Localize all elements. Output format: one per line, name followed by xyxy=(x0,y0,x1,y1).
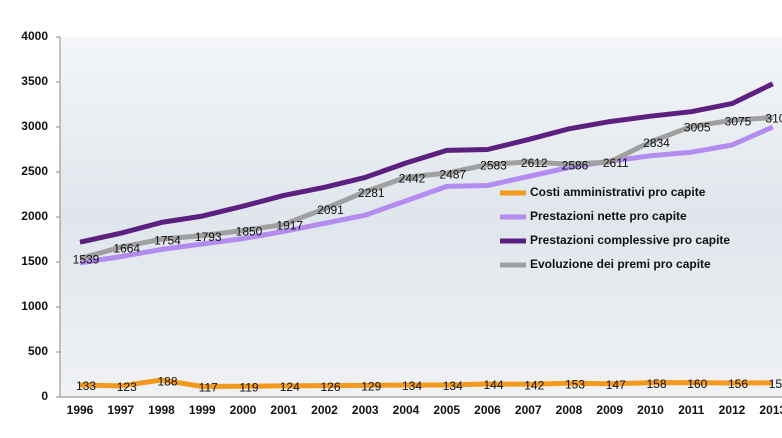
data-label: 156 xyxy=(728,377,748,391)
data-label: 133 xyxy=(76,379,96,393)
data-label: 158 xyxy=(646,377,666,391)
x-tick-label: 1999 xyxy=(189,403,216,417)
data-label: 3075 xyxy=(725,114,752,128)
data-label: 2612 xyxy=(521,156,548,170)
data-label: 2487 xyxy=(439,167,466,181)
data-label: 1754 xyxy=(154,233,181,247)
y-tick-label: 1000 xyxy=(21,299,48,313)
x-tick-label: 2005 xyxy=(433,403,460,417)
data-label: 147 xyxy=(606,378,626,392)
x-tick-label: 2004 xyxy=(393,403,420,417)
x-tick-label: 2008 xyxy=(556,403,583,417)
x-tick-label: 1997 xyxy=(107,403,134,417)
data-label: 2834 xyxy=(643,136,670,150)
data-label: 3105 xyxy=(765,112,782,126)
y-tick-label: 4000 xyxy=(21,29,48,43)
x-tick-label: 1996 xyxy=(67,403,94,417)
data-label: 1664 xyxy=(113,241,140,255)
x-tick-label: 2013 xyxy=(759,403,782,417)
series-line xyxy=(79,377,773,389)
data-label: 144 xyxy=(483,378,503,392)
y-tick-label: 3500 xyxy=(21,74,48,88)
data-label: 2281 xyxy=(358,186,385,200)
legend-label: Evoluzione dei premi pro capite xyxy=(530,257,711,271)
x-tick-label: 2001 xyxy=(270,403,297,417)
data-label: 1539 xyxy=(73,253,100,267)
x-tick-label: 2006 xyxy=(474,403,501,417)
data-label: 188 xyxy=(157,374,177,388)
x-tick-label: 2007 xyxy=(515,403,542,417)
x-tick-label: 2011 xyxy=(678,403,704,417)
data-label: 119 xyxy=(239,380,258,394)
data-label: 157 xyxy=(769,377,782,391)
data-label: 117 xyxy=(199,381,218,395)
y-tick-label: 1500 xyxy=(21,254,48,268)
x-tick-label: 2002 xyxy=(311,403,338,417)
y-tick-label: 0 xyxy=(41,389,48,403)
data-label: 2442 xyxy=(399,171,426,185)
data-label: 129 xyxy=(361,380,381,394)
series-line xyxy=(79,115,773,261)
data-label: 3005 xyxy=(684,121,711,135)
data-label: 1917 xyxy=(276,219,303,233)
y-tick-label: 500 xyxy=(28,344,48,358)
legend-label: Prestazioni nette pro capite xyxy=(530,209,687,223)
x-tick-label: 2012 xyxy=(719,403,746,417)
data-label: 142 xyxy=(524,378,544,392)
data-label: 124 xyxy=(280,380,300,394)
legend-label: Prestazioni complessive pro capite xyxy=(530,233,730,247)
x-tick-label: 1998 xyxy=(148,403,175,417)
series-line xyxy=(79,81,774,245)
data-label: 160 xyxy=(687,377,707,391)
data-label: 2586 xyxy=(562,158,589,172)
data-label: 126 xyxy=(320,380,340,394)
data-label: 2091 xyxy=(317,203,344,217)
data-label: 134 xyxy=(402,379,422,393)
x-tick-label: 2010 xyxy=(637,403,664,417)
data-label: 153 xyxy=(565,377,585,391)
y-tick-label: 2000 xyxy=(21,209,48,223)
data-label: 2611 xyxy=(603,156,629,170)
data-label: 134 xyxy=(443,379,463,393)
data-label: 1793 xyxy=(195,230,222,244)
data-label: 1850 xyxy=(236,225,263,239)
data-label: 123 xyxy=(117,380,137,394)
x-tick-label: 2003 xyxy=(352,403,379,417)
x-tick-label: 2009 xyxy=(596,403,623,417)
y-tick-label: 2500 xyxy=(21,164,48,178)
legend-label: Costi amministrativi pro capite xyxy=(530,185,706,199)
y-tick-label: 3000 xyxy=(21,119,48,133)
data-label: 2583 xyxy=(480,159,507,173)
x-tick-label: 2000 xyxy=(230,403,257,417)
series-line xyxy=(79,124,774,266)
